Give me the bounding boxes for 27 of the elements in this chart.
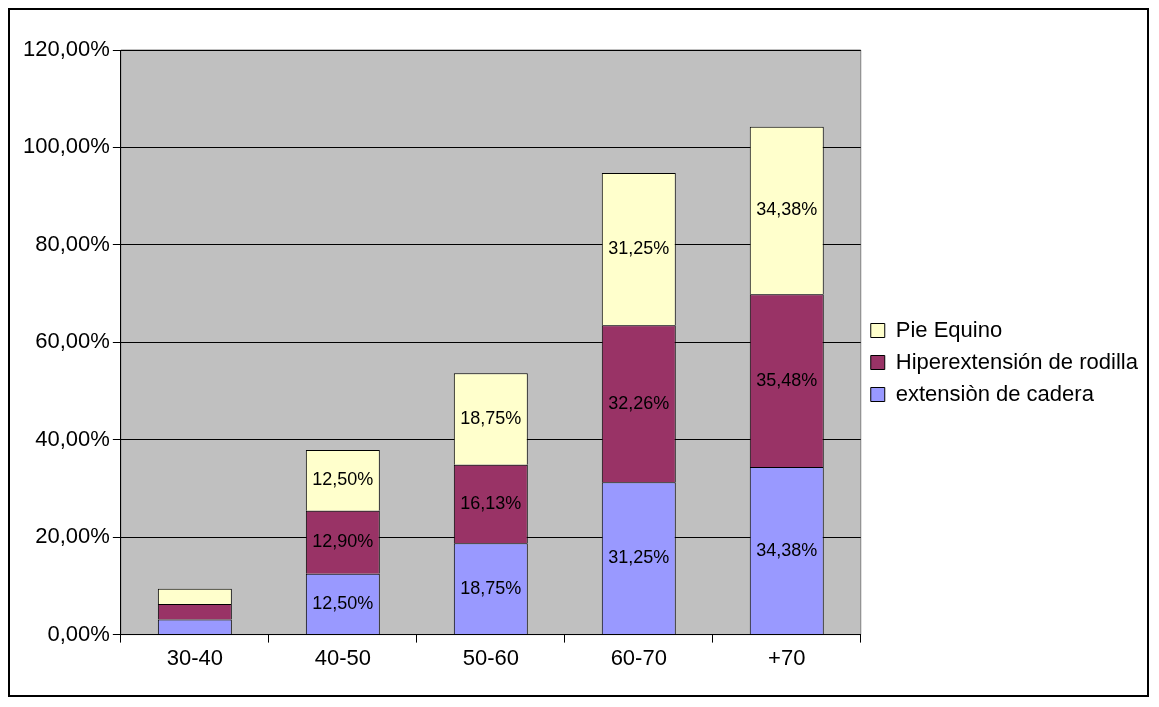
data-label: 34,38%	[756, 199, 818, 220]
legend-label: Pie Equino	[895, 316, 1003, 342]
data-label: 12,50%	[312, 592, 374, 613]
data-label: 32,26%	[608, 392, 670, 413]
data-label: 12,90%	[312, 531, 374, 552]
y-tick-label: 80,00%	[35, 230, 110, 256]
data-label: 34,38%	[756, 539, 818, 560]
data-label: 12,50%	[312, 469, 374, 490]
data-label: 18,75%	[460, 577, 522, 598]
data-label: 16,13%	[460, 492, 522, 513]
legend-label: extensiòn de cadera	[895, 380, 1095, 406]
y-tick-label: 120,00%	[22, 36, 110, 62]
x-tick-label: 30-40	[166, 644, 223, 670]
data-label: 18,75%	[460, 407, 522, 428]
x-tick-label: +70	[768, 644, 806, 670]
data-label: 31,25%	[608, 238, 670, 259]
y-tick-label: 0,00%	[47, 620, 110, 646]
x-tick-label: 40-50	[314, 644, 371, 670]
legend-label: Hiperextensión de rodilla	[895, 348, 1139, 374]
data-label: 35,48%	[756, 369, 818, 390]
x-tick-label: 50-60	[462, 644, 519, 670]
y-tick-label: 20,00%	[35, 523, 110, 549]
x-tick-label: 60-70	[610, 644, 667, 670]
y-tick-label: 60,00%	[35, 328, 110, 354]
data-label: 31,25%	[608, 547, 670, 568]
y-tick-label: 40,00%	[35, 425, 110, 451]
y-tick-label: 100,00%	[22, 133, 110, 159]
